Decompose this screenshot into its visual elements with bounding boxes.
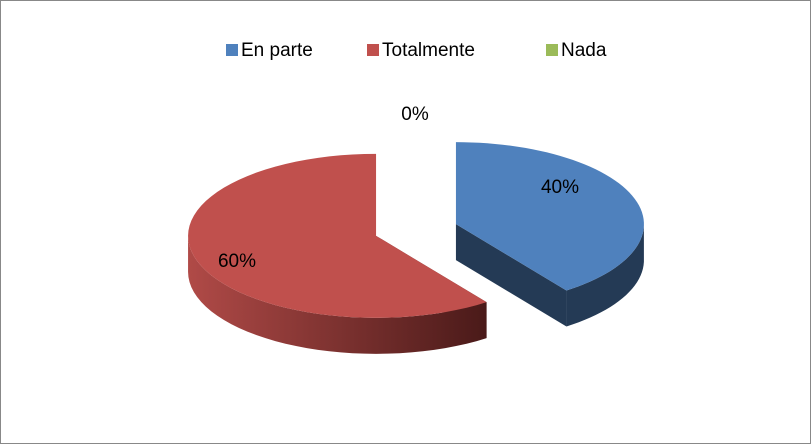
legend-label: Nada — [561, 40, 607, 61]
slice — [455, 142, 644, 291]
data-label: 0% — [401, 104, 429, 125]
data-label: 40% — [541, 177, 579, 198]
slice-wall — [566, 225, 644, 327]
legend-swatch — [546, 44, 558, 56]
slice — [188, 153, 487, 318]
data-label: 60% — [218, 251, 256, 272]
legend-swatch — [367, 44, 379, 56]
legend-label: En parte — [241, 40, 313, 61]
slice-wall — [188, 235, 487, 354]
legend-swatch — [226, 44, 238, 56]
legend-label: Totalmente — [382, 40, 475, 61]
slice-side — [455, 224, 567, 327]
